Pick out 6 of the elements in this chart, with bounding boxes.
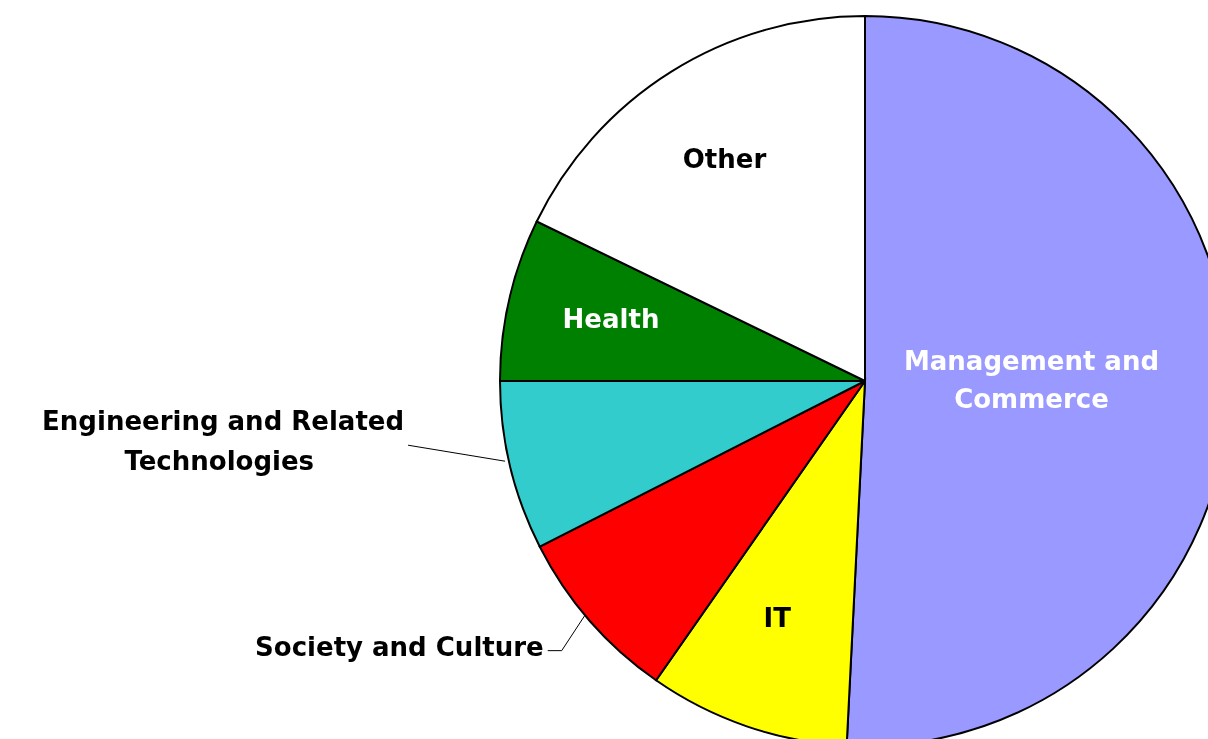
slice-label: IT: [763, 602, 792, 633]
slice-label: Society and Culture: [255, 631, 544, 662]
slice-label: Health: [562, 303, 660, 334]
slice-label: Management and Commerce: [903, 346, 1160, 415]
slice-label: Engineering and Related Technologies: [42, 406, 405, 477]
slice-label: Other: [682, 144, 767, 175]
